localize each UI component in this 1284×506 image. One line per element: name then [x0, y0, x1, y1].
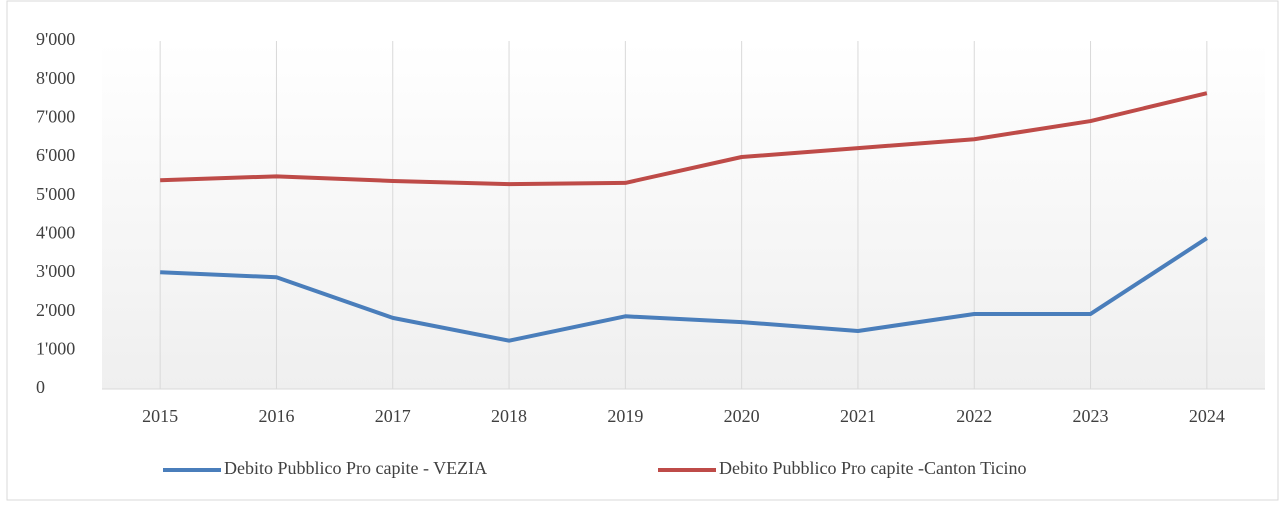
y-tick-label: 7'000 [36, 106, 75, 126]
y-tick-label: 8'000 [36, 68, 75, 88]
legend-label: Debito Pubblico Pro capite -Canton Ticin… [719, 458, 1027, 478]
x-tick-label: 2019 [607, 406, 643, 426]
series-line [160, 91, 1208, 187]
x-tick-label: 2020 [724, 406, 760, 426]
y-tick-label: 6'000 [36, 145, 75, 165]
y-tick-label: 0 [36, 377, 45, 397]
y-tick-label: 9'000 [36, 29, 75, 49]
series-line [160, 236, 1208, 343]
x-tick-label: 2015 [142, 406, 178, 426]
plot-area [102, 41, 1265, 389]
x-tick-label: 2023 [1073, 406, 1109, 426]
y-tick-label: 3'000 [36, 261, 75, 281]
chart-frame [6, 0, 1279, 501]
y-tick-label: 5'000 [36, 184, 75, 204]
y-tick-label: 4'000 [36, 222, 75, 242]
x-tick-label: 2021 [840, 406, 876, 426]
y-tick-label: 1'000 [36, 338, 75, 358]
y-tick-label: 2'000 [36, 300, 75, 320]
x-tick-label: 2018 [491, 406, 527, 426]
x-tick-label: 2016 [258, 406, 294, 426]
legend-label: Debito Pubblico Pro capite - VEZIA [224, 458, 487, 478]
x-tick-label: 2017 [375, 406, 411, 426]
x-tick-label: 2022 [956, 406, 992, 426]
x-tick-label: 2024 [1189, 406, 1225, 426]
